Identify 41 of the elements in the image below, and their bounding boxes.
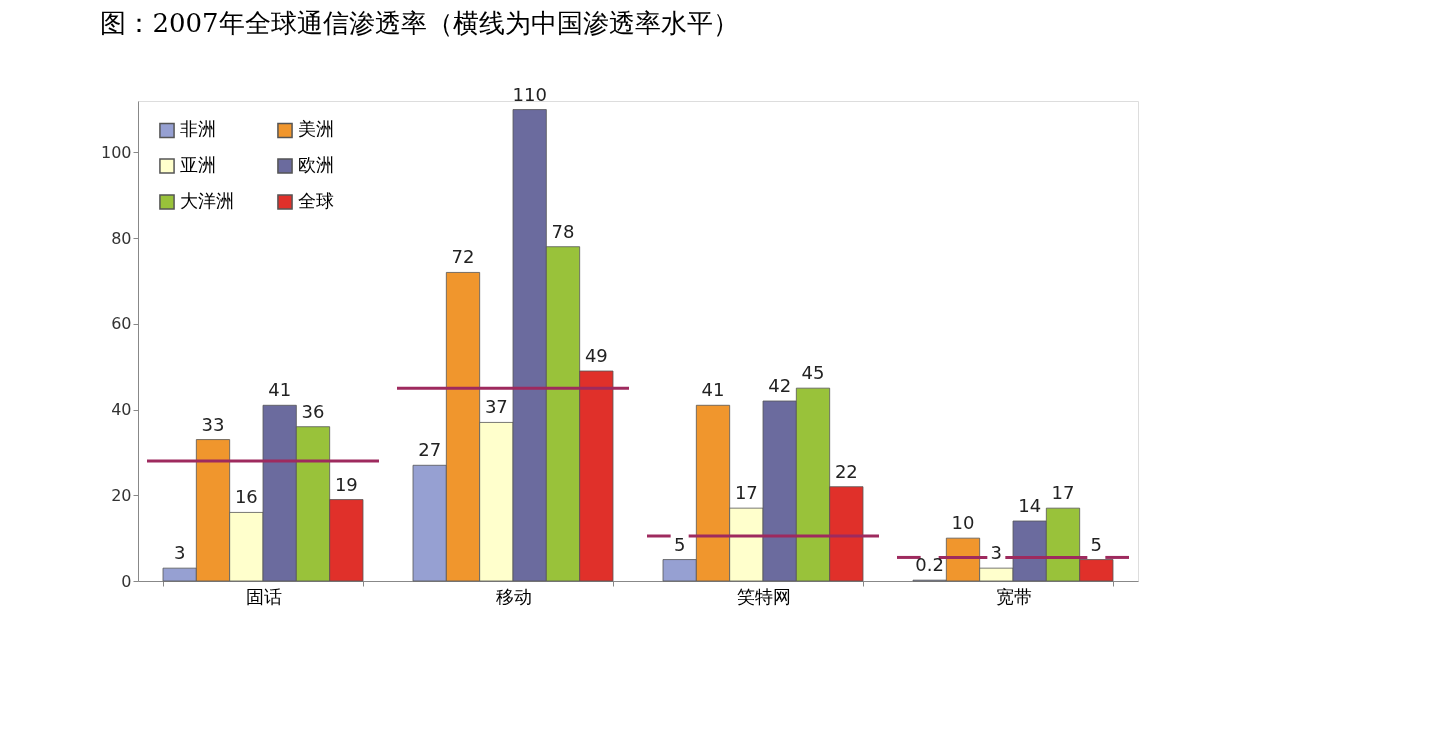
data-label: 36	[301, 400, 325, 422]
data-label: 14	[1018, 495, 1042, 516]
data-label: 49	[584, 345, 608, 366]
data-label: 22	[834, 460, 858, 482]
data-label: 72	[451, 246, 475, 268]
data-label: 110	[512, 83, 547, 105]
data-label: 3	[173, 542, 186, 564]
legend-label: 美洲	[298, 118, 334, 140]
data-label: 78	[551, 220, 575, 242]
x-tick-label: 固话	[245, 585, 282, 607]
data-label: 5	[1090, 533, 1103, 555]
data-label: 37	[484, 396, 508, 418]
legend-label: 大洋洲	[180, 190, 234, 211]
data-label: 17	[734, 482, 758, 504]
data-label: 17	[1051, 482, 1075, 504]
data-label: 16	[234, 486, 258, 508]
data-label: 41	[268, 379, 292, 401]
data-label: 41	[701, 379, 725, 401]
data-label: 0.2	[915, 554, 944, 576]
y-tick-label: 20	[111, 485, 132, 505]
y-tick-label: 80	[111, 228, 132, 248]
data-label: 45	[801, 362, 825, 384]
y-tick-label: 60	[111, 314, 132, 334]
data-label: 42	[768, 375, 792, 396]
y-tick-label: 0	[121, 571, 132, 591]
chart-title: 图：2007年全球通信渗透率（横线为中国渗透率水平）	[100, 7, 739, 38]
legend-label: 亚洲	[180, 154, 216, 175]
x-tick-label: 宽带	[995, 585, 1032, 607]
y-tick-label: 100	[100, 142, 132, 162]
legend-label: 欧洲	[298, 154, 334, 175]
data-label: 10	[951, 512, 975, 534]
x-tick-label: 笑特网	[736, 585, 791, 607]
data-label: 5	[673, 533, 686, 555]
data-label: 33	[201, 413, 225, 435]
legend-label: 全球	[298, 190, 334, 211]
y-tick-label: 40	[111, 400, 132, 420]
data-label: 27	[418, 439, 442, 461]
x-tick-label: 移动	[495, 585, 532, 607]
data-label: 3	[990, 542, 1003, 564]
data-label: 19	[334, 473, 358, 495]
legend-label: 非洲	[180, 118, 216, 140]
